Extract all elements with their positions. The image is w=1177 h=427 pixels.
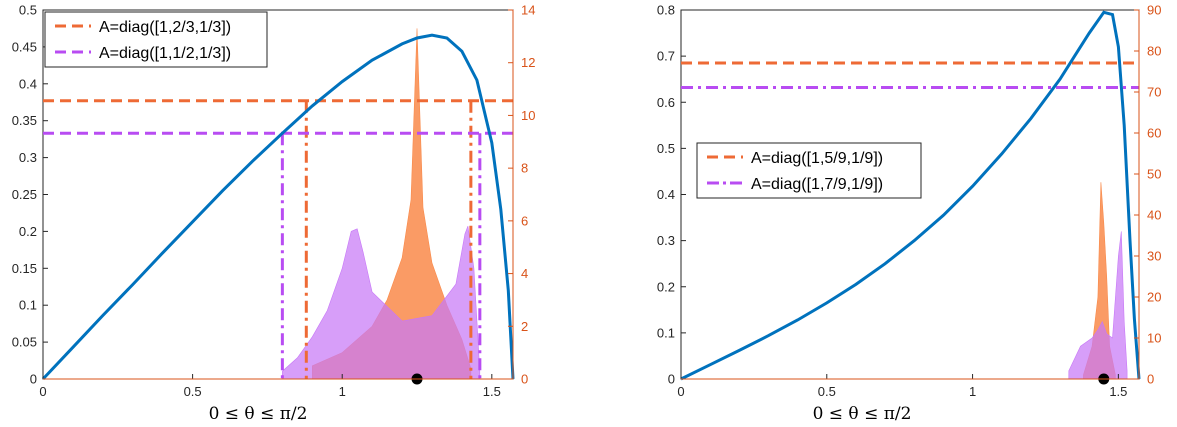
y-right-tick-label: 70 xyxy=(1147,85,1161,100)
y-right-tick-label: 20 xyxy=(1147,290,1161,305)
y-right-tick-label: 12 xyxy=(521,55,535,70)
y-right-tick-label: 0 xyxy=(1147,372,1154,387)
y-left-tick-label: 0.25 xyxy=(12,187,37,202)
y-left-tick-label: 0.1 xyxy=(19,298,37,313)
y-left-tick-label: 0.15 xyxy=(12,261,37,276)
y-left-tick-label: 0.6 xyxy=(657,95,675,110)
x-tick-label: 1.5 xyxy=(483,384,501,399)
y-left-tick-label: 0 xyxy=(30,372,37,387)
legend-box xyxy=(44,11,268,68)
x-tick-label: 0.5 xyxy=(184,384,202,399)
y-left-tick-label: 0.05 xyxy=(12,335,37,350)
histogram-area-1 xyxy=(1068,231,1128,380)
legend-right: A=diag([1,5/9,1/9]) A=diag([1,7/9,1/9]) xyxy=(696,142,922,199)
y-left-tick-label: 0.2 xyxy=(19,224,37,239)
histograms-right xyxy=(1068,182,1128,380)
y-left-tick-label: 0.4 xyxy=(19,76,37,91)
y-right-tick-label: 4 xyxy=(521,266,528,281)
y-left-tick-label: 0.7 xyxy=(657,49,675,64)
legend-label-0: A=diag([1,5/9,1/9]) xyxy=(751,150,883,167)
y-right-tick-label: 6 xyxy=(521,213,528,228)
reference-lines-right xyxy=(681,61,1139,89)
histograms-left xyxy=(282,28,481,380)
x-tick-label: 0 xyxy=(677,384,684,399)
y-left-tick-label: 0.1 xyxy=(657,325,675,340)
chart-right: 0 0.5 1 1.5 0 0.1 0.2 0.3 0.4 0.5 0.6 0.7 0.8 0 10 20 30… xyxy=(657,3,1162,425)
legend-label-1: A=diag([1,7/9,1/9]) xyxy=(751,176,883,193)
x-tick-label: 1 xyxy=(969,384,976,399)
y-right-tick-label: 50 xyxy=(1147,167,1161,182)
y-left-tick-label: 0.45 xyxy=(12,39,37,54)
y-left-tick-label: 0.8 xyxy=(657,3,675,18)
x-axis-label-left: 0 ≤ θ ≤ π/2 xyxy=(209,404,308,424)
x-tick-label: 0.5 xyxy=(818,384,836,399)
y-left-tick-label: 0.5 xyxy=(19,3,37,18)
legend-label-1: A=diag([1,1/2,1/3]) xyxy=(99,45,231,62)
axes-right: 0 0.5 1 1.5 0 0.1 0.2 0.3 0.4 0.5 0.6 0.7 0.8 0 10 20 30… xyxy=(657,3,1162,400)
x-tick-label: 0 xyxy=(39,384,46,399)
legend-box xyxy=(696,142,922,199)
y-right-tick-label: 60 xyxy=(1147,126,1161,141)
y-left-tick-label: 0.3 xyxy=(19,150,37,165)
histogram-area-1 xyxy=(282,225,481,380)
y-right-tick-label: 80 xyxy=(1147,44,1161,59)
x-tick-label: 1.5 xyxy=(1109,384,1127,399)
y-right-tick-label: 40 xyxy=(1147,208,1161,223)
y-right-tick-label: 10 xyxy=(521,108,535,123)
y-right-tick-label: 14 xyxy=(521,3,535,18)
y-left-tick-label: 0.2 xyxy=(657,279,675,294)
y-right-tick-label: 30 xyxy=(1147,249,1161,264)
y-left-tick-label: 0.4 xyxy=(657,187,675,202)
curve-left xyxy=(41,33,515,381)
legend-left: A=diag([1,2/3,1/3]) A=diag([1,1/2,1/3]) xyxy=(44,11,268,68)
y-left-tick-label: 0.5 xyxy=(657,141,675,156)
y-right-tick-label: 8 xyxy=(521,161,528,176)
y-right-tick-label: 90 xyxy=(1147,3,1161,18)
curve-right xyxy=(680,10,1141,381)
y-right-tick-label: 0 xyxy=(521,372,528,387)
y-right-tick-label: 10 xyxy=(1147,331,1161,346)
chart-left: 0 0.5 1 1.5 0 0.05 0.1 0.15 0.2 0.25 0.3 0.35 0.4 0.4… xyxy=(12,3,536,425)
y-left-tick-label: 0 xyxy=(668,372,675,387)
y-left-tick-label: 0.35 xyxy=(12,113,37,128)
reference-lines-left xyxy=(43,99,513,379)
y-left-tick-label: 0.3 xyxy=(657,233,675,248)
axes-left: 0 0.5 1 1.5 0 0.05 0.1 0.15 0.2 0.25 0.3 0.35 0.4 0.4… xyxy=(12,3,536,400)
y-right-tick-label: 2 xyxy=(521,319,528,334)
x-axis-label-right: 0 ≤ θ ≤ π/2 xyxy=(813,404,912,424)
x-tick-label: 1 xyxy=(339,384,346,399)
legend-label-0: A=diag([1,2/3,1/3]) xyxy=(99,19,231,36)
